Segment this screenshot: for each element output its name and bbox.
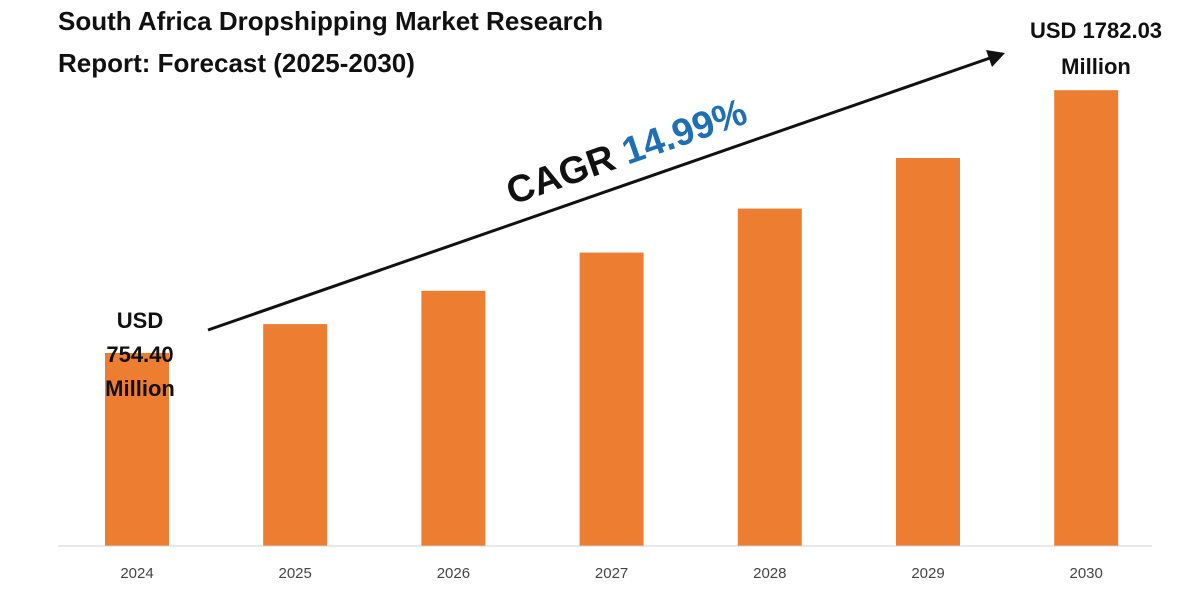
bar-2027 xyxy=(579,252,644,546)
x-tick-label-2026: 2026 xyxy=(437,565,470,582)
x-tick-label-2025: 2025 xyxy=(279,565,312,582)
x-tick-label-2024: 2024 xyxy=(120,565,153,582)
title-line-1: South Africa Dropshipping Market Researc… xyxy=(58,6,603,36)
title-line-2: Report: Forecast (2025-2030) xyxy=(58,48,415,78)
bar-2024 xyxy=(105,353,169,546)
growth-arrow xyxy=(207,50,1005,332)
x-tick-label-2027: 2027 xyxy=(595,565,628,582)
cagr-prefix: CAGR xyxy=(501,134,630,214)
start-value-line-1: USD xyxy=(117,308,163,333)
cagr-value: 14.99% xyxy=(617,91,753,173)
bar-2025 xyxy=(263,324,328,546)
start-value-line-3: Million xyxy=(105,376,175,401)
x-tick-label-2029: 2029 xyxy=(911,565,944,582)
growth-arrow-head xyxy=(986,50,1005,67)
bar-2028 xyxy=(737,208,802,546)
bar-2029 xyxy=(896,158,960,546)
end-value-line-1: USD 1782.03 xyxy=(1030,18,1162,43)
end-value-label: USD 1782.03 Million xyxy=(1030,18,1162,79)
x-tick-label-2028: 2028 xyxy=(753,565,786,582)
start-value-label: USD 754.40 Million xyxy=(105,308,175,401)
chart-title: South Africa Dropshipping Market Researc… xyxy=(58,6,603,78)
start-value-line-2: 754.40 xyxy=(106,342,173,367)
x-tick-label-2030: 2030 xyxy=(1070,565,1103,582)
growth-arrow-line xyxy=(207,56,991,332)
end-value-line-2: Million xyxy=(1061,54,1131,79)
bar-2030 xyxy=(1054,90,1119,546)
bar-2026 xyxy=(421,290,486,546)
x-tick-labels: 2024 2025 2026 2027 2028 2029 2030 xyxy=(120,565,1103,582)
bar-series xyxy=(105,90,1119,546)
